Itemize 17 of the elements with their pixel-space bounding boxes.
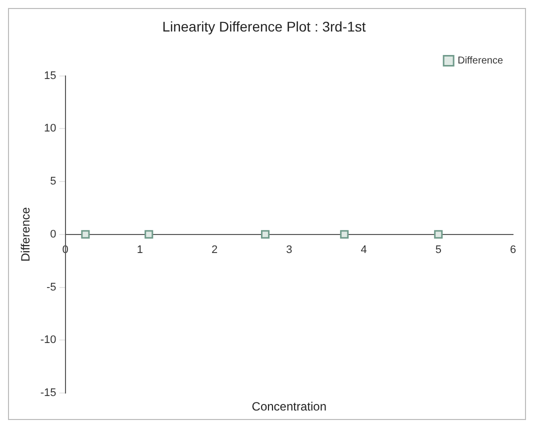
x-axis-title: Concentration bbox=[252, 399, 327, 414]
y-tick-label: -15 bbox=[40, 387, 56, 400]
x-tick-label: 4 bbox=[360, 244, 367, 256]
y-tick-label: 15 bbox=[44, 70, 56, 82]
y-tick-label: -10 bbox=[40, 334, 56, 346]
chart-title: Linearity Difference Plot : 3rd-1st bbox=[162, 18, 366, 34]
x-tick-label: 2 bbox=[211, 244, 218, 256]
x-tick-label: 5 bbox=[435, 244, 442, 256]
x-tick-label: 1 bbox=[136, 244, 143, 256]
y-tick-label: 5 bbox=[50, 176, 56, 188]
y-axis-title: Difference bbox=[18, 206, 33, 262]
legend-label: Difference bbox=[458, 56, 504, 67]
y-tick-label: 10 bbox=[44, 122, 56, 135]
x-tick-label: 3 bbox=[286, 244, 292, 256]
x-tick-label: 6 bbox=[510, 244, 516, 256]
y-tick-label: -5 bbox=[46, 281, 56, 294]
y-tick-label: 0 bbox=[50, 228, 56, 240]
